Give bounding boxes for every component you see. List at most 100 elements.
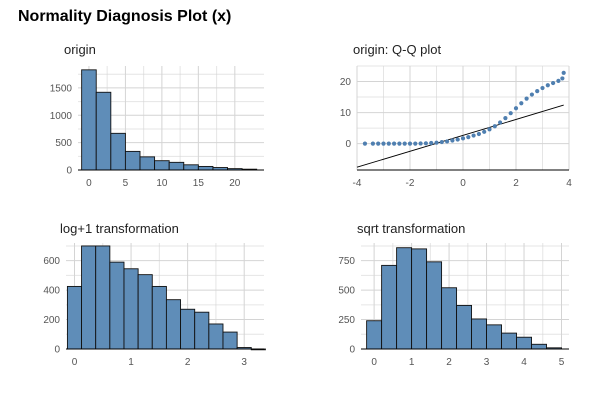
panel-sqrt-title: sqrt transformation [357, 221, 465, 236]
qq-point [455, 137, 460, 142]
qq-point [439, 139, 444, 145]
histogram-bar [381, 264, 398, 350]
histogram-bar [180, 308, 196, 350]
y-tick-label: 0 [345, 139, 351, 150]
histogram-bar [396, 247, 413, 350]
histogram-bar [81, 245, 97, 350]
qq-point [545, 83, 550, 88]
panel-origin-histogram: origin 0 5 10 15 20 0 500 1000 1500 [50, 42, 264, 189]
histogram-bar [81, 69, 97, 171]
y-tick-label: 250 [338, 315, 355, 326]
histogram-bar [486, 324, 502, 350]
qq-reference-line [356, 104, 564, 168]
y-tick-label: 500 [338, 286, 355, 297]
x-tick-label: 0 [86, 178, 92, 189]
x-tick-label: 0 [371, 357, 377, 368]
histogram-bars [66, 245, 266, 351]
x-tick-label: 5 [559, 357, 565, 368]
y-tick-label: 600 [43, 256, 60, 267]
qq-point [418, 141, 423, 146]
y-tick-label: 750 [338, 256, 355, 267]
y-tick-label: 20 [340, 77, 352, 88]
qq-point [445, 139, 450, 144]
grid-lines [356, 65, 570, 170]
histogram-bar [456, 304, 473, 350]
qq-point [381, 141, 386, 146]
histogram-bars [81, 69, 258, 171]
qq-point [529, 92, 535, 97]
qq-point [471, 133, 476, 138]
histogram-bars [366, 247, 562, 350]
histogram-bar [168, 161, 185, 171]
qq-point [492, 124, 497, 129]
panel-log1-title: log+1 transformation [60, 221, 179, 236]
y-tick-label: 400 [43, 286, 60, 297]
histogram-bar [222, 331, 238, 350]
x-tick-label: 15 [193, 178, 205, 189]
figure-title: Normality Diagnosis Plot (x) [18, 8, 231, 25]
y-tick-label: 0 [66, 166, 72, 177]
qq-point [413, 141, 418, 146]
histogram-bar [95, 91, 112, 171]
y-tick-label: 0 [54, 345, 60, 356]
x-tick-label: 3 [484, 357, 490, 368]
qq-point [498, 120, 503, 125]
panel-qq-title: origin: Q-Q plot [353, 42, 442, 57]
histogram-bar [471, 318, 487, 350]
histogram-bar [137, 274, 153, 350]
qq-point [392, 141, 397, 146]
histogram-bar [197, 165, 214, 171]
x-tick-label: 2 [185, 357, 191, 368]
qq-point [519, 101, 524, 106]
qq-point [402, 141, 407, 146]
x-tick-label: -4 [353, 178, 362, 189]
qq-point [535, 89, 540, 94]
histogram-bar [165, 299, 182, 350]
qq-point [508, 111, 513, 116]
x-tick-label: 3 [241, 357, 247, 368]
histogram-bar [109, 261, 125, 350]
histogram-bar [208, 323, 224, 350]
histogram-bar [501, 332, 517, 350]
qq-point [503, 116, 508, 121]
qq-point [370, 141, 375, 146]
qq-point [466, 134, 471, 140]
y-tick-label: 1000 [50, 111, 73, 122]
histogram-bar [110, 132, 126, 171]
histogram-bar [151, 285, 167, 350]
x-tick-label: 10 [156, 178, 168, 189]
qq-point [397, 141, 402, 146]
panel-origin-title: origin [64, 42, 96, 57]
x-tick-label: 4 [521, 357, 527, 368]
x-tick-label: 0 [460, 178, 466, 189]
y-tick-label: 500 [55, 138, 72, 149]
histogram-bar [194, 311, 210, 350]
qq-point [487, 127, 492, 132]
histogram-bar [516, 336, 532, 350]
y-tick-label: 1500 [50, 83, 73, 94]
histogram-bar [183, 164, 199, 171]
qq-point [482, 129, 487, 134]
histogram-bar [95, 245, 111, 350]
histogram-bar [441, 287, 458, 350]
histogram-bar [366, 320, 383, 350]
panel-qq-plot: origin: Q-Q plot -4 -2 0 2 4 0 10 20 [340, 42, 572, 189]
histogram-bar [531, 343, 547, 350]
histogram-bar [426, 261, 443, 350]
qq-point [560, 76, 565, 81]
x-tick-label: 5 [123, 178, 129, 189]
x-tick-label: 1 [128, 357, 134, 368]
panel-log1-histogram: log+1 transformation 0 1 2 3 0 200 400 600 [43, 221, 266, 368]
histogram-bar [123, 268, 139, 350]
qq-point [423, 141, 428, 146]
qq-point [450, 138, 455, 143]
x-tick-label: 20 [229, 178, 241, 189]
qq-point [429, 140, 434, 146]
x-tick-label: 0 [72, 357, 78, 368]
qq-point [476, 131, 481, 137]
y-tick-label: 10 [340, 108, 352, 119]
histogram-bar [66, 285, 83, 350]
qq-point [540, 85, 545, 91]
qq-point [524, 96, 529, 101]
